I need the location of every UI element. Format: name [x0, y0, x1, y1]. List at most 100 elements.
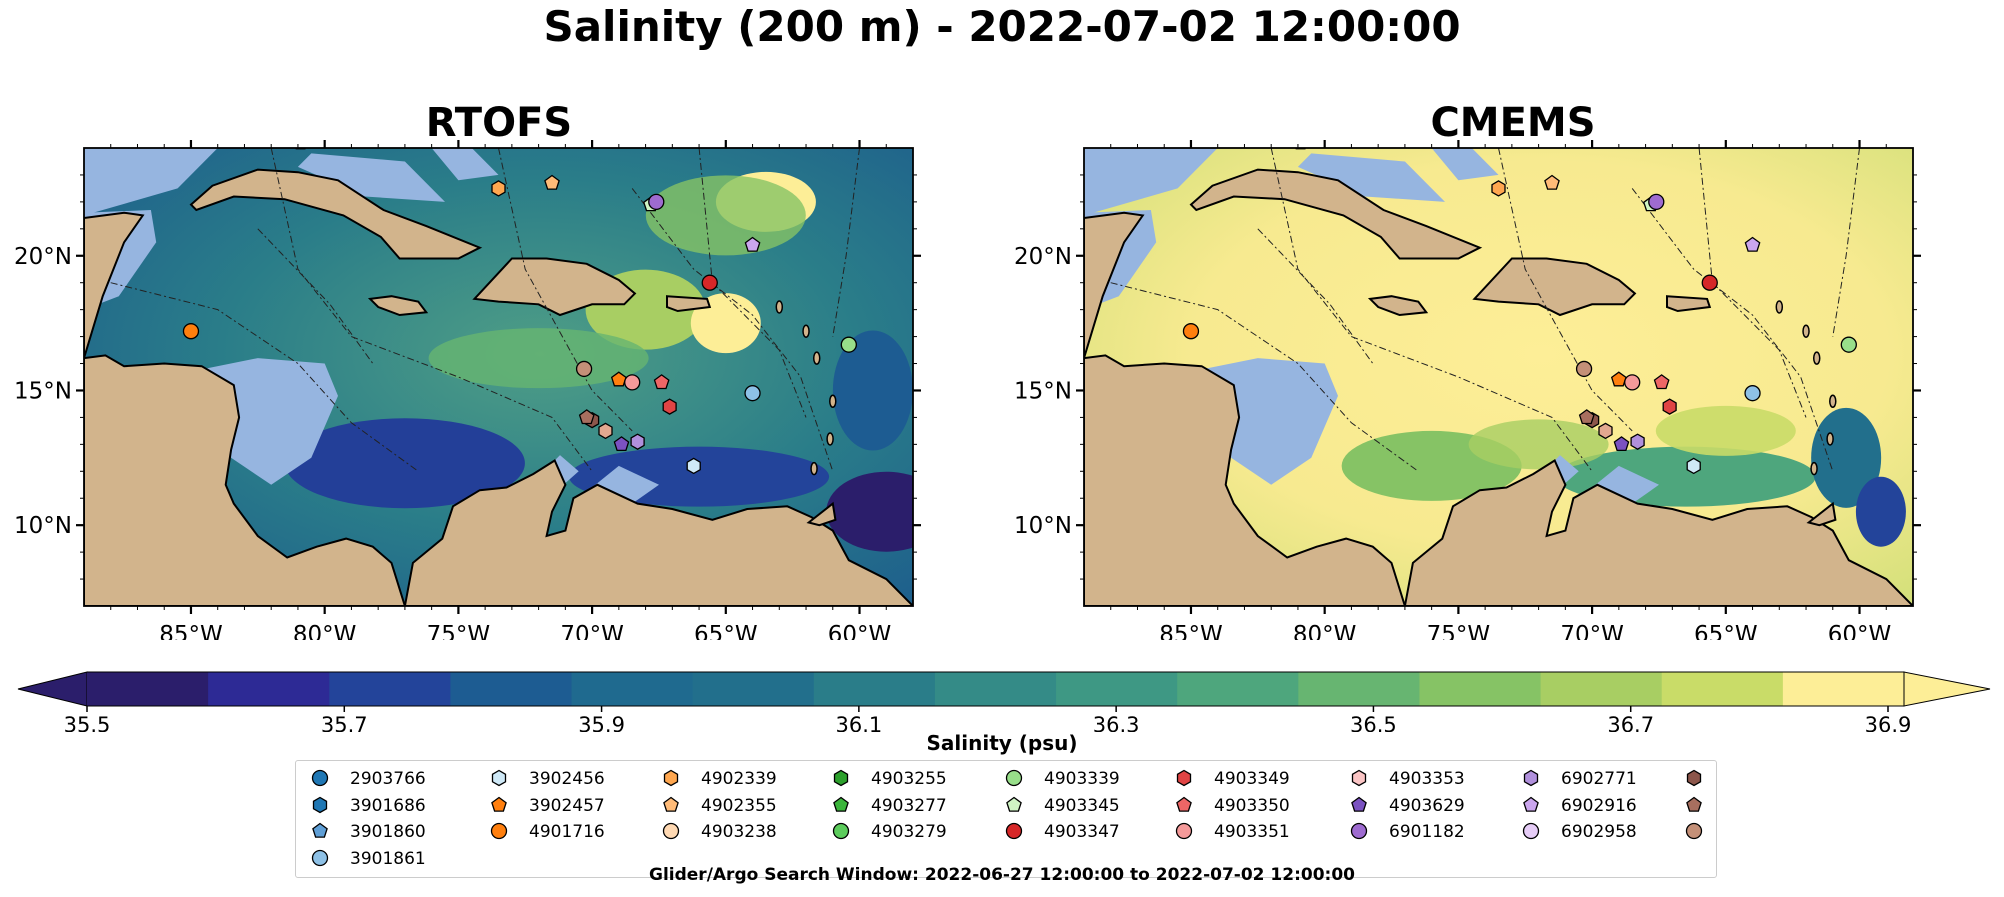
legend-label-3901861: 3901861 — [350, 849, 426, 869]
colorbar-bin — [1540, 672, 1663, 706]
float-3902457 — [610, 371, 627, 387]
float-6902916 — [744, 236, 761, 252]
legend-marker-3902456 — [491, 769, 507, 787]
legend-marker-4903351 — [1175, 822, 1193, 840]
colorbar-bin — [571, 672, 694, 706]
cmems-salinity-map: 85°W 80°W 75°W 70°W 65°W 60°W 10°N 15°N 20°N — [1014, 140, 1921, 640]
legend-marker-4903353 — [1351, 769, 1367, 787]
legend-label-4901716: 4901716 — [529, 822, 605, 842]
legend-marker-3901686 — [312, 796, 328, 814]
legend-label-3901860: 3901860 — [350, 822, 426, 842]
float-4902339 — [491, 180, 506, 197]
colorbar-tick-label: 36.1 — [835, 713, 882, 732]
legend-marker-6903136 — [1685, 822, 1703, 840]
float-4903350 — [653, 374, 670, 390]
colorbar-tick-label: 36.3 — [1093, 713, 1140, 732]
land-hispaniola — [472, 257, 637, 317]
lon-tick-label: 60°W — [828, 622, 892, 640]
salinity-colorbar: 35.5 35.7 35.9 36.1 36.3 36.5 36.7 36.9 — [17, 671, 1991, 732]
legend-marker-4903277 — [833, 796, 849, 812]
legend-marker-4903345 — [1006, 796, 1022, 812]
legend-marker-6902771 — [1523, 769, 1539, 787]
float-6903137 — [598, 422, 613, 440]
lon-tick-label: 60°W — [1828, 622, 1892, 640]
float-4903351 — [1624, 374, 1641, 391]
land-puertoRico — [666, 295, 712, 313]
legend-marker-4901716 — [490, 822, 508, 840]
float-4903339 — [1840, 336, 1857, 353]
colorbar-extend-high — [1903, 671, 1991, 707]
colorbar-bin — [1419, 672, 1542, 706]
colorbar-bin — [450, 672, 573, 706]
lat-tick-label: 10°N — [1014, 513, 1072, 539]
legend-label-4903279: 4903279 — [871, 822, 947, 842]
float-4902355 — [544, 174, 560, 190]
panel-title-cmems: CMEMS — [1430, 100, 1596, 146]
lat-tick-label: 10°N — [14, 513, 72, 539]
colorbar-bin — [813, 672, 936, 706]
legend-marker-6903134 — [1686, 769, 1702, 787]
colorbar-bin — [1056, 672, 1178, 706]
float-6903136 — [575, 360, 593, 378]
colorbar-bin — [1298, 672, 1420, 706]
land-centralAmerica — [1084, 354, 1406, 606]
colorbar-extend-low — [17, 671, 88, 707]
float-4903629 — [613, 436, 630, 452]
colorbar-bin — [934, 672, 1057, 706]
land-jamaica — [367, 295, 429, 317]
legend-marker-4903350 — [1176, 796, 1192, 812]
land-hispaniola — [1472, 257, 1637, 317]
legend-marker-4903255 — [833, 769, 849, 787]
legend-label-3902457: 3902457 — [529, 796, 605, 816]
colorbar-label: Salinity (psu) — [926, 731, 1078, 755]
legend-marker-3901861 — [311, 849, 329, 867]
colorbar-tick-label: 36.7 — [1607, 713, 1654, 732]
legend-label-4902355: 4902355 — [701, 796, 777, 816]
legend-label-4902339: 4902339 — [701, 769, 777, 789]
float-3902457 — [1610, 371, 1627, 387]
land-southAmerica — [1403, 459, 1913, 606]
float-3902456 — [686, 457, 701, 475]
legend-marker-4903238 — [662, 822, 680, 840]
legend-marker-3902457 — [491, 796, 507, 812]
legend-marker-2903766 — [311, 769, 329, 787]
float-4903350 — [1653, 374, 1670, 390]
legend-label-6902958: 6902958 — [1561, 822, 1637, 842]
float-4903349 — [662, 398, 677, 415]
legend-label-6902771: 6902771 — [1561, 769, 1637, 789]
land-southAmerica — [403, 459, 913, 606]
float-3901861 — [744, 385, 761, 402]
legend-marker-3901860 — [312, 822, 328, 838]
colorbar-bin — [1782, 672, 1905, 706]
legend-label-6901182: 6901182 — [1389, 822, 1465, 842]
float-4903339 — [840, 336, 857, 353]
legend-label-2903766: 2903766 — [350, 769, 426, 789]
legend-marker-6901182 — [1350, 822, 1368, 840]
rtofs-salinity-map: 85°W 80°W 75°W 70°W 65°W 60°W 10°N 15°N 20°N — [14, 140, 921, 640]
float-4903349 — [1662, 398, 1677, 415]
float-4901716 — [1182, 323, 1200, 340]
land-yucatan — [84, 211, 145, 359]
lon-tick-label: 80°W — [1293, 622, 1357, 640]
float-3901861 — [1744, 385, 1761, 402]
legend-label-3901686: 3901686 — [350, 796, 426, 816]
land-centralAmerica — [84, 354, 406, 606]
legend-label-4903350: 4903350 — [1214, 796, 1290, 816]
lon-tick-label: 65°W — [1694, 622, 1758, 640]
float-6903135 — [1578, 409, 1595, 425]
colorbar-bin — [329, 672, 451, 706]
land-trinidad — [1806, 501, 1837, 527]
legend-marker-4903347 — [1005, 822, 1023, 840]
land-trinidad — [806, 501, 837, 527]
legend-marker-4902355 — [663, 796, 679, 812]
land-jamaica — [1367, 295, 1429, 317]
legend-marker-6902958 — [1522, 822, 1540, 840]
legend-marker-4903349 — [1176, 769, 1192, 787]
float-4902355 — [1544, 174, 1560, 190]
colorbar-bin — [87, 672, 209, 706]
legend-label-4903347: 4903347 — [1044, 822, 1120, 842]
lon-tick-label: 85°W — [1159, 622, 1223, 640]
lon-tick-label: 75°W — [1427, 622, 1491, 640]
float-6901182 — [1648, 193, 1665, 211]
float-6903135 — [578, 409, 595, 425]
